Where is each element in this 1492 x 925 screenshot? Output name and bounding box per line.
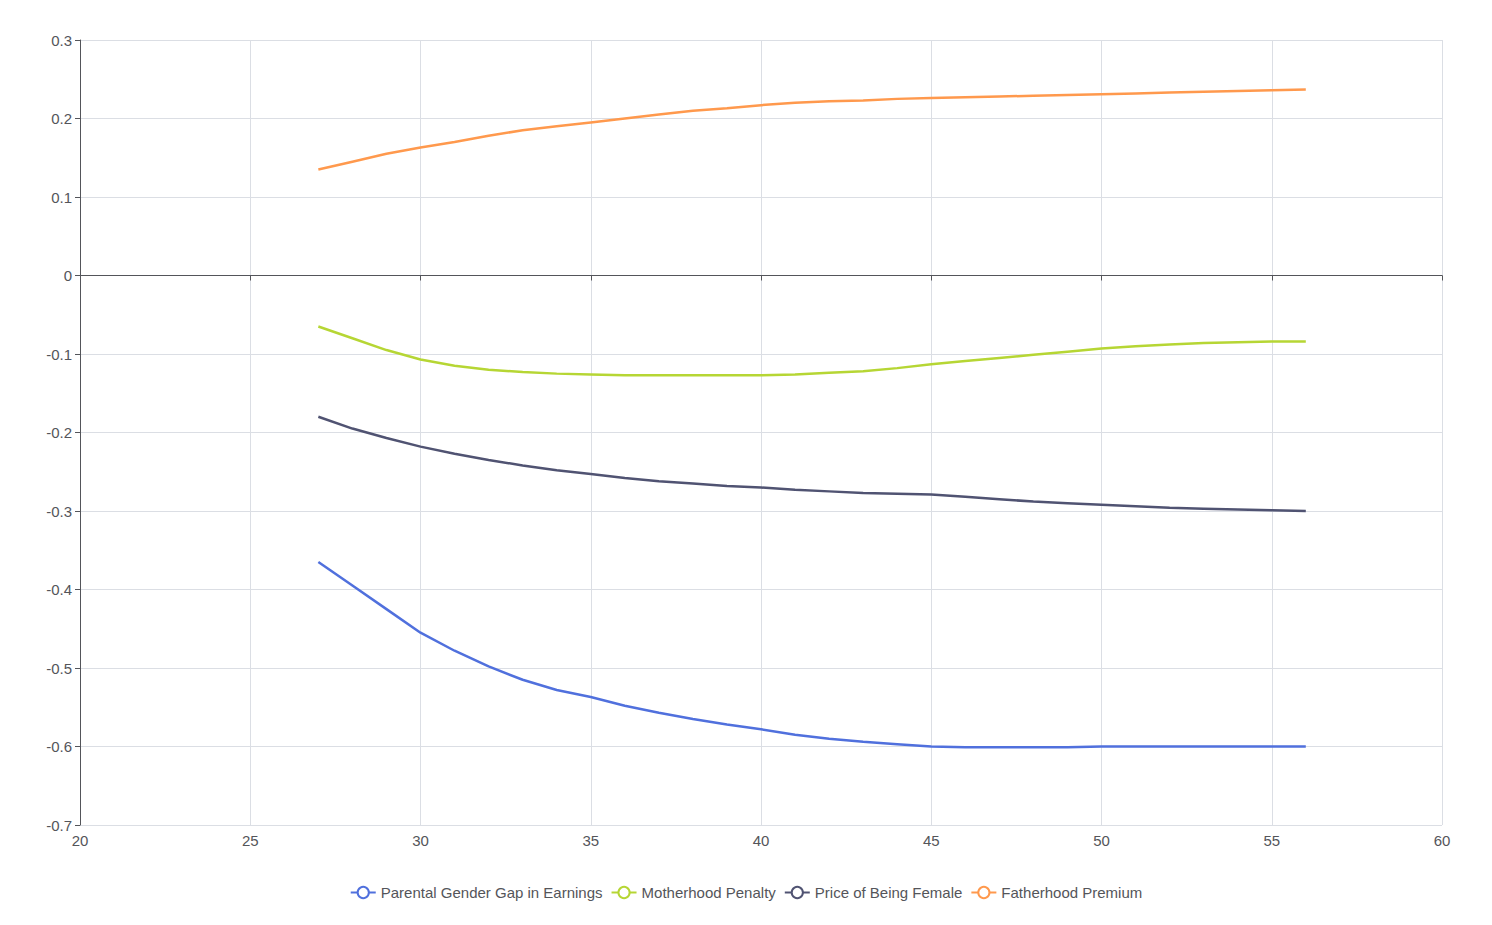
svg-text:Fatherhood Premium: Fatherhood Premium [1001, 884, 1142, 901]
svg-text:20: 20 [72, 832, 89, 849]
svg-text:60: 60 [1434, 832, 1451, 849]
svg-text:Motherhood Penalty: Motherhood Penalty [642, 884, 777, 901]
svg-text:Price of Being Female: Price of Being Female [815, 884, 963, 901]
svg-text:-0.4: -0.4 [46, 581, 72, 598]
svg-text:-0.1: -0.1 [46, 346, 72, 363]
svg-text:45: 45 [923, 832, 940, 849]
svg-text:40: 40 [753, 832, 770, 849]
svg-text:0.2: 0.2 [51, 110, 72, 127]
svg-text:Parental Gender Gap in Earning: Parental Gender Gap in Earnings [381, 884, 603, 901]
svg-text:35: 35 [582, 832, 599, 849]
svg-text:-0.7: -0.7 [46, 817, 72, 834]
svg-text:0: 0 [64, 267, 72, 284]
svg-text:25: 25 [242, 832, 259, 849]
svg-text:-0.6: -0.6 [46, 738, 72, 755]
svg-text:0.3: 0.3 [51, 32, 72, 49]
svg-text:-0.5: -0.5 [46, 660, 72, 677]
svg-text:-0.3: -0.3 [46, 503, 72, 520]
svg-text:-0.2: -0.2 [46, 424, 72, 441]
svg-text:30: 30 [412, 832, 429, 849]
svg-text:55: 55 [1263, 832, 1280, 849]
svg-text:0.1: 0.1 [51, 189, 72, 206]
svg-text:50: 50 [1093, 832, 1110, 849]
